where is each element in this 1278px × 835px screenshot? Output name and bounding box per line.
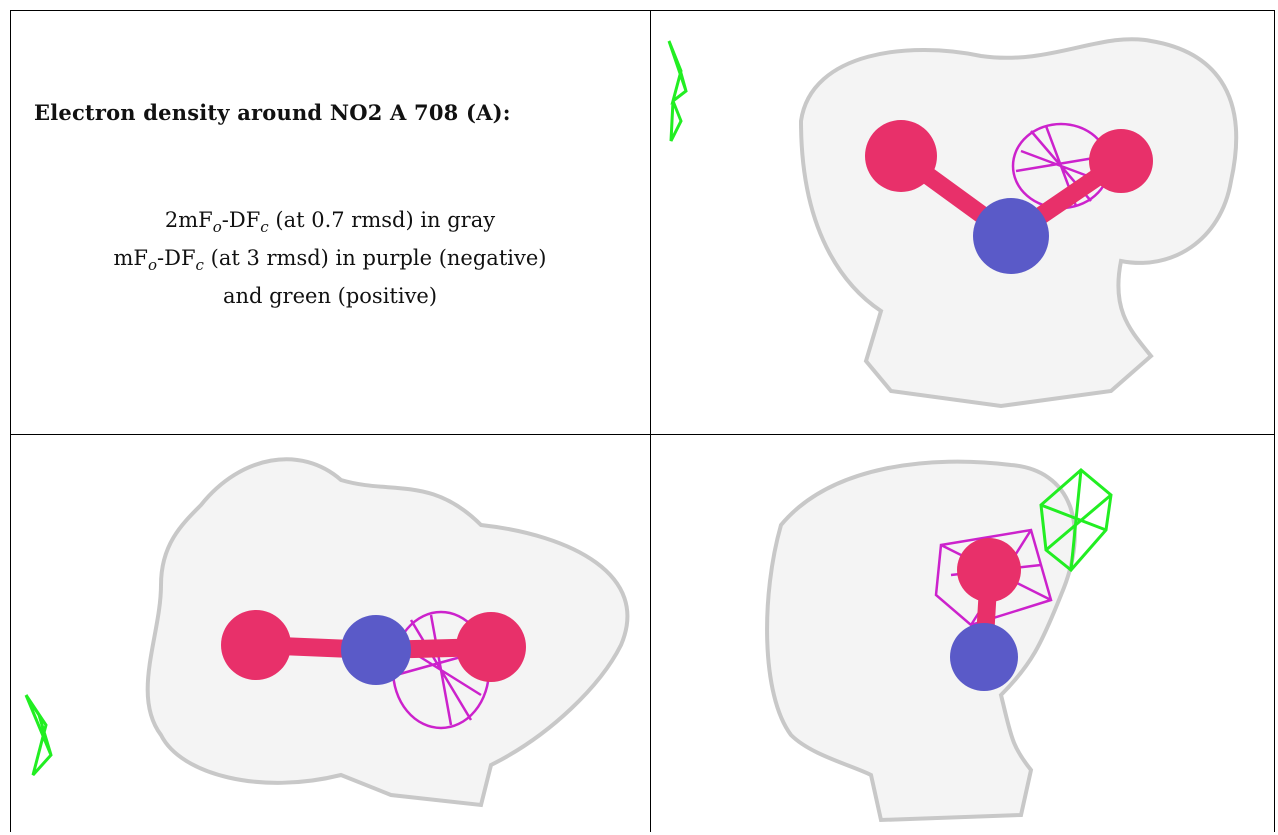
oxygen-atom	[1089, 129, 1153, 193]
no2-molecule	[221, 610, 526, 685]
nitrogen-atom	[950, 623, 1018, 691]
oxygen-atom	[957, 538, 1021, 602]
legend-line-2fofc: 2mFo-DFc (at 0.7 rmsd) in gray	[164, 208, 496, 236]
table-border-right	[1274, 10, 1275, 832]
no2-molecule	[865, 120, 1153, 274]
no2-molecule	[950, 538, 1021, 691]
legend-line-positive: and green (positive)	[222, 284, 438, 308]
caption-title: Electron density around NO2 A 708 (A):	[34, 100, 511, 125]
view-bottom-left	[11, 435, 650, 832]
view-top-right	[651, 11, 1274, 434]
oxygen-atom	[865, 120, 937, 192]
gray-density-mesh	[765, 459, 1077, 823]
legend-line-fofc: mFo-DFc (at 3 rmsd) in purple (negative)	[113, 246, 547, 274]
positive-density-mesh	[1039, 468, 1113, 573]
oxygen-atom	[456, 612, 526, 682]
nitrogen-atom	[973, 198, 1049, 274]
oxygen-atom	[221, 610, 291, 680]
table-border-top	[10, 10, 1275, 11]
table-border-row-divider	[10, 434, 1275, 435]
figure-table: Electron density around NO2 A 708 (A): 2…	[10, 10, 1275, 832]
table-border-middle	[650, 10, 651, 832]
view-bottom-right	[651, 435, 1274, 832]
nitrogen-atom	[341, 615, 411, 685]
caption-cell: Electron density around NO2 A 708 (A): 2…	[10, 10, 650, 434]
table-border-left	[10, 10, 11, 832]
caption-legend: 2mFo-DFc (at 0.7 rmsd) in gray mFo-DFc (…	[10, 205, 650, 312]
positive-density-mesh	[24, 694, 53, 777]
positive-density-mesh	[667, 40, 688, 142]
